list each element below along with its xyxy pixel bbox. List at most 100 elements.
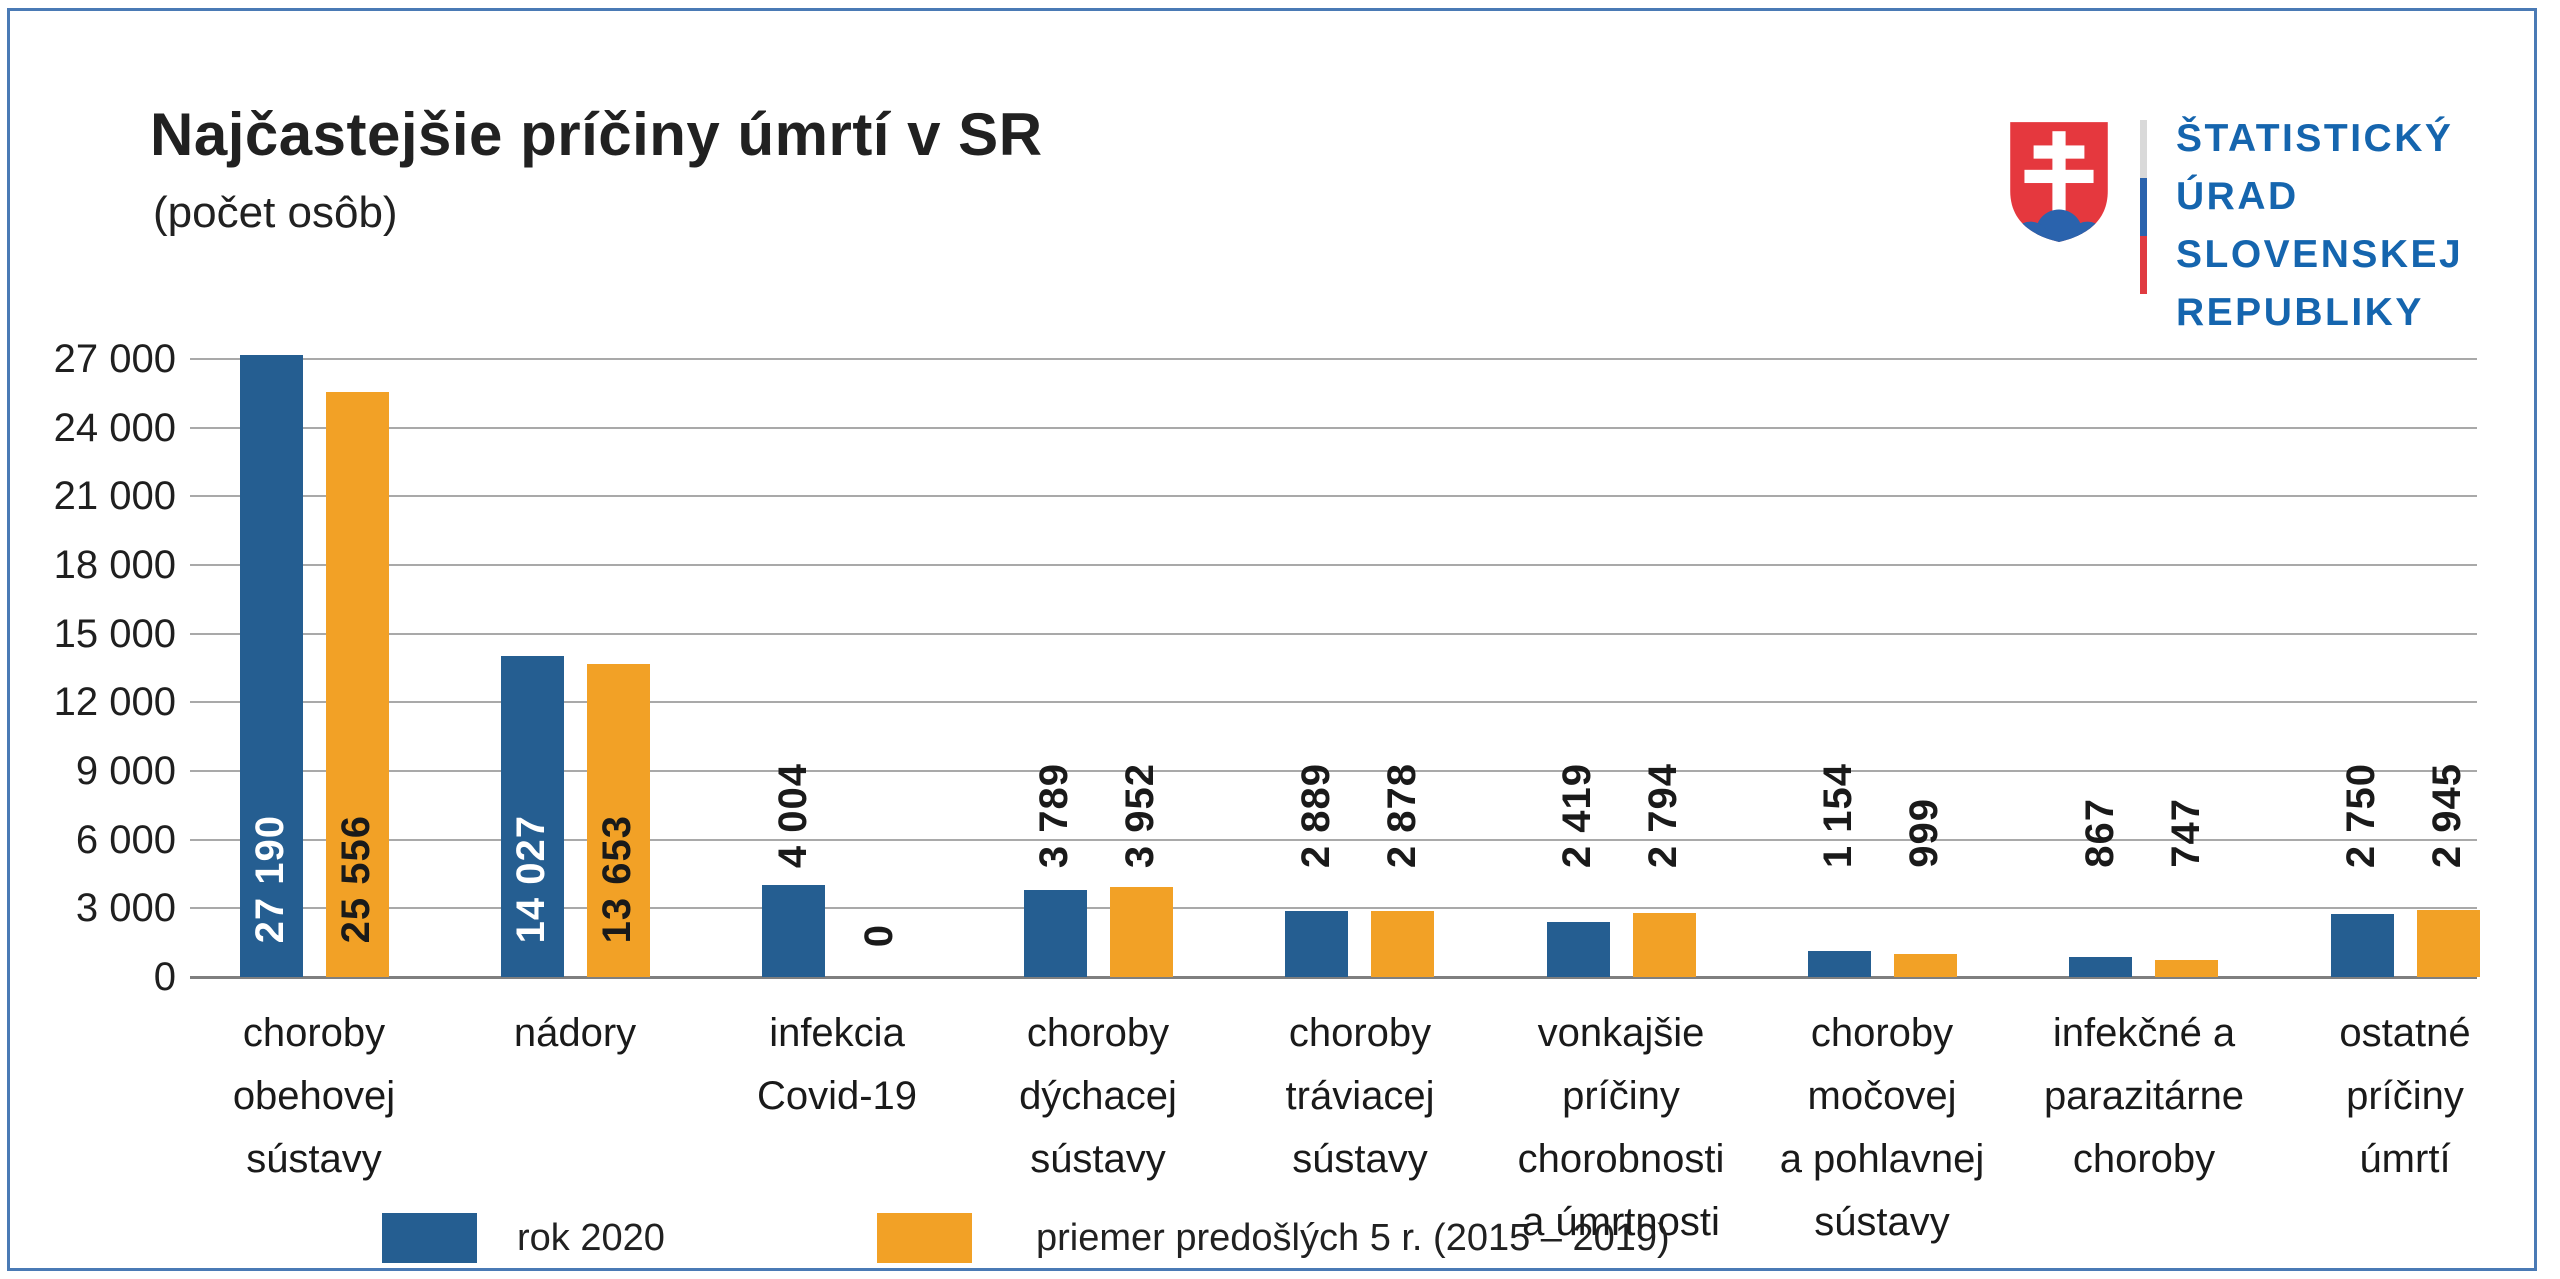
category-label-line: sústavy [1030,1137,1166,1181]
bar-value-label: 3 789 [1032,762,1076,868]
bar-value-label: 4 004 [771,762,815,868]
category-label-line: príčiny [1562,1074,1680,1118]
gridline [190,495,2477,497]
logo-tricolor-bar [2140,120,2147,294]
category-label-line: úmrtí [2359,1137,2451,1181]
category-label-line: a úmrtnosti [1522,1200,1720,1244]
legend-label: priemer predošlých 5 r. (2015 – 2019) [1036,1217,1670,1259]
category-label-line: sústavy [246,1137,382,1181]
category-label: choroby dýchacej sústavy [948,1002,1248,1191]
category-label-line: choroby [1026,1011,1170,1055]
category-label: choroby močovej a pohlavnej sústavy [1732,1002,2032,1254]
category-label-line: dýchacej [1019,1074,1177,1118]
y-axis-tick-label: 21 000 [53,474,176,518]
category-label-line: sústavy [1292,1137,1428,1181]
bar-priemer-6 [1894,954,1957,977]
y-axis-tick-label: 6 000 [75,818,176,862]
category-label-line: vonkajšie [1537,1011,1705,1055]
category-label-line: infekčné a [2052,1011,2236,1055]
bar-value-label: 2 419 [1555,762,1599,868]
bar-value-label: 25 556 [334,814,378,943]
bar-value-label: 2 794 [1641,762,1685,868]
category-label-line: choroby [1288,1011,1432,1055]
category-label-line: sústavy [1814,1200,1950,1244]
bar-value-label: 0 [857,923,901,947]
tricolor-white-stripe [2140,120,2147,178]
gridline [190,907,2477,909]
chart-subtitle: (počet osôb) [153,188,398,237]
statistical-office-wordmark: ŠTATISTICKÝ ÚRAD SLOVENSKEJ REPUBLIKY [2176,110,2463,342]
bar-rok2020-8 [2331,914,2394,977]
category-label: ostatné príčiny úmrtí [2255,1002,2555,1191]
bar-rok2020-5 [1547,922,1610,977]
legend-label: rok 2020 [517,1217,665,1259]
bar-value-label: 14 027 [509,814,553,943]
category-label-line: tráviacej [1285,1074,1435,1118]
gridline [190,564,2477,566]
bar-value-label: 2 750 [2339,762,2383,868]
bar-value-label: 867 [2078,798,2122,868]
bar-priemer-7 [2155,960,2218,977]
bar-rok2020-2 [762,885,825,977]
y-axis-tick-label: 12 000 [53,680,176,724]
bar-rok2020-3 [1024,890,1087,977]
category-label-line: ostatné [2339,1011,2471,1055]
bar-value-label: 747 [2164,798,2208,868]
bar-rok2020-1 [501,656,564,977]
category-label-line: choroby [242,1011,386,1055]
gridline [190,427,2477,429]
y-axis-tick-label: 27 000 [53,337,176,381]
y-axis-tick-label: 0 [153,955,176,999]
tricolor-red-stripe [2140,236,2147,294]
logo-line-1: ŠTATISTICKÝ [2176,117,2454,160]
tricolor-blue-stripe [2140,178,2147,236]
category-label-line: choroby [2072,1137,2216,1181]
bar-priemer-0 [326,392,389,977]
y-axis-tick-label: 9 000 [75,749,176,793]
category-label-line: Covid-19 [756,1074,918,1118]
category-label-line: a pohlavnej [1779,1137,1985,1181]
bar-value-label: 27 190 [248,814,292,943]
category-label-line: obehovej [232,1074,396,1118]
bar-rok2020-4 [1285,911,1348,977]
slovak-coat-of-arms-icon [2010,122,2108,242]
logo-line-4: REPUBLIKY [2176,291,2424,334]
bar-priemer-8 [2417,910,2480,977]
bar-priemer-3 [1110,887,1173,977]
bar-priemer-1 [587,664,650,977]
legend-swatch-rok2020 [382,1213,477,1263]
category-label-line: močovej [1807,1074,1957,1118]
gridline [190,358,2477,360]
category-label-line: parazitárne [2043,1074,2245,1118]
chart-title: Najčastejšie príčiny úmrtí v SR [150,101,1043,168]
bar-priemer-5 [1633,913,1696,977]
category-label: infekcia Covid-19 [687,1002,987,1128]
category-label-line: chorobnosti [1517,1137,1725,1181]
category-label-line: choroby [1810,1011,1954,1055]
category-label-line: infekcia [769,1011,905,1055]
gridline [190,839,2477,841]
gridline [190,770,2477,772]
logo-line-2: ÚRAD [2176,175,2299,218]
chart-frame-border [7,8,2537,1271]
category-label-line: nádory [513,1011,637,1055]
y-axis-tick-label: 3 000 [75,886,176,930]
legend-swatch-priemer [877,1213,972,1263]
gridline [190,633,2477,635]
y-axis-tick-label: 24 000 [53,406,176,450]
bar-value-label: 1 154 [1816,762,1860,868]
bar-rok2020-0 [240,355,303,977]
y-axis-tick-label: 15 000 [53,612,176,656]
bar-value-label: 13 653 [595,814,639,943]
bar-rok2020-6 [1808,951,1871,977]
bar-value-label: 3 952 [1118,762,1162,868]
bar-value-label: 2 878 [1380,762,1424,868]
bar-value-label: 2 889 [1294,762,1338,868]
bar-rok2020-7 [2069,957,2132,977]
category-label: vonkajšie príčiny chorobnosti a úmrtnosti [1471,1002,1771,1254]
gridline [190,701,2477,703]
x-axis-line [190,976,2477,979]
bar-value-label: 999 [1902,798,1946,868]
y-axis-tick-label: 18 000 [53,543,176,587]
